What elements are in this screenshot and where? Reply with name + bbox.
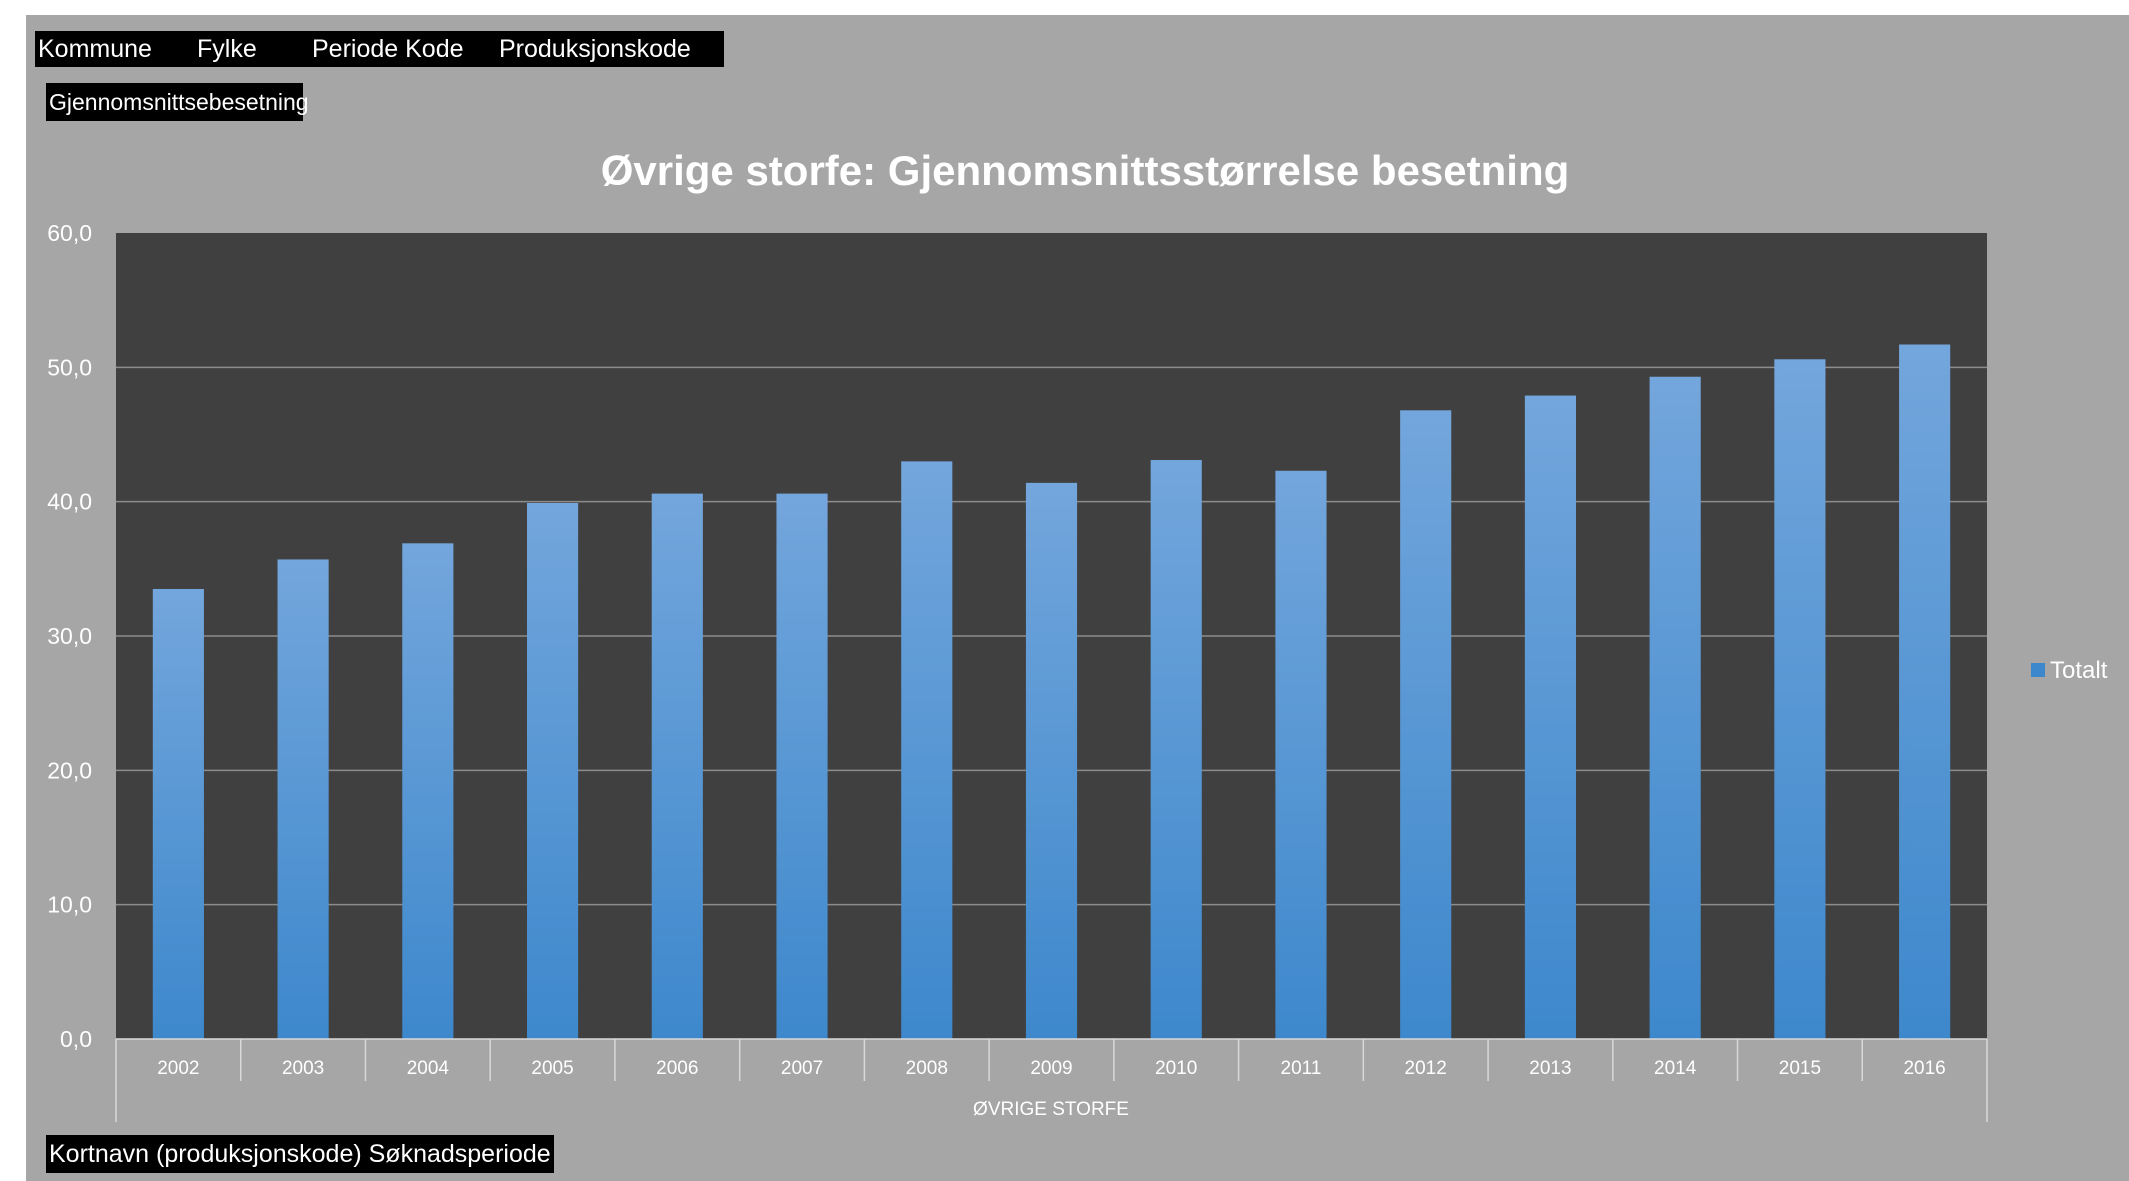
bar-2013 [1524, 395, 1577, 1039]
y-tick-label: 60,0 [47, 220, 92, 246]
field-button-fylke[interactable]: Fylke [197, 35, 257, 63]
pivot-field-bar: Kommune Fylke Periode Kode Produksjonsko… [35, 31, 724, 67]
x-tick-label: 2013 [1529, 1058, 1571, 1079]
bar-2011 [1275, 470, 1327, 1039]
field-button-periode-kode[interactable]: Periode Kode [312, 35, 464, 63]
x-tick-label: 2016 [1903, 1058, 1945, 1079]
y-tick-label: 20,0 [47, 757, 92, 783]
bar-2006 [651, 493, 703, 1039]
bar-2014 [1649, 376, 1701, 1039]
bar-2004 [402, 543, 454, 1039]
y-tick-label: 0,0 [60, 1026, 92, 1052]
bar-2012 [1400, 410, 1452, 1039]
bar-2009 [1025, 482, 1078, 1039]
y-tick-label: 50,0 [47, 354, 92, 380]
bar-2003 [277, 559, 329, 1039]
x-axis: 2002 2003 2004 2005 2006 2007 2008 2009 2010 2011… [115, 1038, 1988, 1122]
x-tick-label: 2002 [157, 1058, 199, 1079]
x-tick-label: 2006 [656, 1058, 698, 1079]
bars [152, 344, 1951, 1040]
legend: Totalt [2031, 657, 2108, 684]
x-tick-label: 2008 [906, 1058, 948, 1079]
bar-2010 [1150, 460, 1202, 1040]
x-tick-label: 2011 [1281, 1058, 1322, 1079]
chart-title: Øvrige storfe: Gjennomsnittsstørrelse be… [601, 147, 1570, 194]
bar-2016 [1899, 344, 1951, 1039]
bar-2008 [901, 461, 953, 1039]
y-axis-ticks: 0,0 10,0 20,0 30,0 40,0 50,0 60,0 [47, 220, 92, 1052]
legend-label-totalt: Totalt [2050, 657, 2108, 684]
y-tick-label: 10,0 [47, 892, 92, 918]
x-tick-label: 2015 [1779, 1058, 1821, 1079]
x-tick-label: 2009 [1030, 1058, 1072, 1079]
x-tick-label: 2007 [781, 1058, 823, 1079]
legend-swatch [2031, 663, 2045, 677]
field-button-kommune[interactable]: Kommune [38, 35, 152, 63]
value-field-button[interactable]: Gjennomsnittsebesetning [46, 83, 309, 121]
x-tick-label: 2003 [282, 1058, 324, 1079]
axis-field-button[interactable]: Kortnavn (produksjonskode) Søknadsperiod… [46, 1135, 554, 1173]
bar-2005 [526, 503, 579, 1039]
bar-2002 [152, 588, 204, 1039]
field-button-produksjonskode[interactable]: Produksjonskode [499, 35, 691, 63]
category-group-label: ØVRIGE STORFE [973, 1099, 1129, 1120]
x-tick-label: 2010 [1155, 1058, 1197, 1079]
x-tick-label: 2005 [531, 1058, 573, 1079]
x-tick-label: 2012 [1405, 1058, 1447, 1079]
y-tick-label: 40,0 [47, 489, 92, 515]
y-tick-label: 30,0 [47, 623, 92, 649]
bar-2015 [1774, 359, 1826, 1040]
x-tick-label: 2004 [407, 1058, 450, 1079]
bar-2007 [776, 493, 828, 1039]
x-tick-label: 2014 [1654, 1058, 1697, 1079]
